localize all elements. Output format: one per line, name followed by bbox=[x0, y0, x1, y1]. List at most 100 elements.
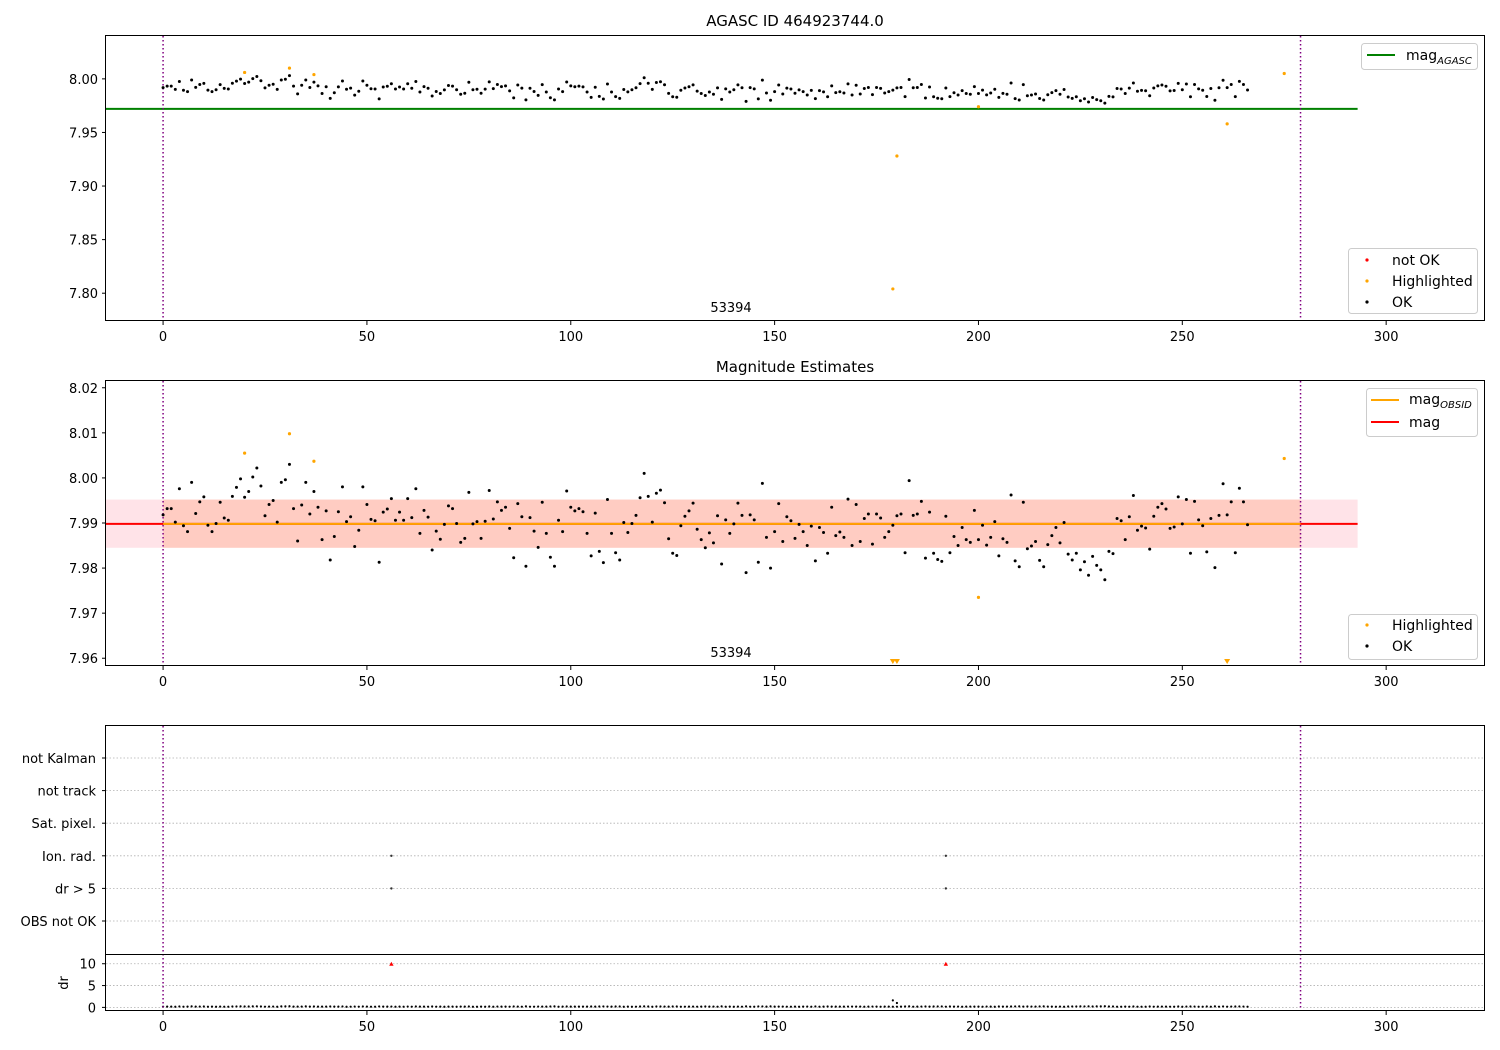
estimates-ok-point bbox=[198, 500, 202, 504]
dr-point bbox=[459, 1005, 462, 1008]
estimates-ok-point bbox=[328, 558, 332, 562]
dr-point bbox=[895, 1005, 899, 1008]
dr-point bbox=[679, 1005, 682, 1008]
dr-point bbox=[626, 1005, 629, 1008]
legend-ok-marker-2 bbox=[1365, 644, 1369, 648]
agasc-ok-point bbox=[332, 91, 336, 95]
estimates-ok-point bbox=[597, 549, 601, 553]
estimates-ok-point bbox=[683, 514, 687, 518]
dr-point bbox=[981, 1005, 984, 1008]
estimates-ok-point bbox=[1078, 568, 1082, 572]
dr-point bbox=[700, 1005, 703, 1008]
agasc-ok-point bbox=[190, 78, 194, 82]
dr-point bbox=[520, 1005, 523, 1008]
agasc-highlighted-point bbox=[976, 105, 981, 109]
offscale-marker bbox=[893, 659, 900, 664]
dr-point bbox=[235, 1005, 238, 1008]
agasc-ok-point bbox=[813, 97, 817, 101]
dr-point bbox=[1221, 1005, 1225, 1008]
estimates-ok-point bbox=[1209, 516, 1213, 520]
dr-point bbox=[924, 1005, 927, 1008]
dr-point bbox=[292, 1005, 295, 1008]
estimates-ok-point bbox=[304, 480, 308, 484]
agasc-ok-point bbox=[1193, 82, 1197, 86]
dr-point bbox=[1128, 1005, 1131, 1008]
dr-point bbox=[920, 1005, 923, 1008]
agasc-ok-point bbox=[532, 90, 536, 94]
estimates-ok-point bbox=[1058, 541, 1062, 545]
dr-point bbox=[528, 1005, 532, 1008]
estimates-ok-point bbox=[1115, 516, 1119, 520]
agasc-ok-point bbox=[471, 88, 475, 92]
dr-point bbox=[223, 1005, 226, 1008]
estimates-ok-point bbox=[614, 551, 618, 555]
agasc-ok-point bbox=[793, 91, 797, 95]
agasc-ok-point bbox=[226, 87, 230, 91]
agasc-ok-point bbox=[389, 82, 393, 86]
estimates-ok-point bbox=[1241, 500, 1245, 504]
dr-point bbox=[1201, 1005, 1204, 1008]
estimates-ok-point bbox=[524, 564, 528, 568]
dr-point bbox=[810, 1005, 813, 1008]
estimates-ok-point bbox=[479, 536, 483, 540]
dr-point bbox=[749, 1005, 752, 1008]
estimates-ok-point bbox=[605, 498, 609, 502]
estimates-ok-point bbox=[483, 519, 487, 523]
estimates-ytick-label: 7.96 bbox=[69, 652, 98, 667]
dr-point bbox=[537, 1005, 540, 1008]
estimates-ok-point bbox=[1168, 526, 1172, 530]
legend-obsid-mag-label: magOBSID bbox=[1409, 392, 1472, 411]
dr-point bbox=[569, 1005, 572, 1008]
dr-point bbox=[630, 1005, 634, 1008]
estimates-ok-point bbox=[361, 485, 365, 489]
flag-row-label: OBS not OK bbox=[21, 915, 97, 930]
agasc-ok-point bbox=[1066, 95, 1070, 99]
dr-point bbox=[740, 1005, 744, 1008]
estimates-ok-point bbox=[565, 489, 569, 493]
estimates-ok-point bbox=[976, 538, 980, 542]
estimates-ytick-label: 8.02 bbox=[69, 382, 98, 397]
dr-point bbox=[696, 1005, 699, 1008]
dr-spike-point bbox=[895, 1001, 899, 1005]
estimates-ok-point bbox=[1131, 494, 1135, 498]
dr-point bbox=[814, 1005, 817, 1008]
agasc-ok-point bbox=[785, 86, 789, 90]
estimates-ok-point bbox=[194, 512, 198, 516]
agasc-ok-point bbox=[1009, 81, 1013, 85]
dr-point bbox=[426, 1005, 430, 1008]
agasc-highlighted-point bbox=[891, 287, 895, 291]
agasc-ok-point bbox=[952, 91, 956, 95]
estimates-ok-point bbox=[259, 484, 263, 488]
agasc-ok-point bbox=[1221, 78, 1225, 82]
estimates-ok-point bbox=[459, 540, 463, 544]
dr-point bbox=[785, 1005, 788, 1008]
agasc-ok-point bbox=[654, 81, 658, 85]
agasc-ok-point bbox=[915, 85, 919, 89]
flags-xtick-label: 250 bbox=[1170, 1020, 1195, 1035]
estimates-ok-point bbox=[418, 531, 422, 535]
estimates-ok-point bbox=[1111, 552, 1115, 556]
dr-point bbox=[182, 1005, 185, 1008]
agasc-ok-point bbox=[1160, 83, 1164, 87]
agasc-ok-point bbox=[601, 97, 605, 101]
dr-point bbox=[716, 1005, 719, 1008]
agasc-ok-point bbox=[308, 85, 312, 89]
estimates-ok-point bbox=[1082, 560, 1086, 564]
agasc-ok-point bbox=[446, 84, 450, 88]
agasc-ok-point bbox=[279, 78, 283, 82]
dr-point bbox=[806, 1005, 809, 1008]
estimates-ok-point bbox=[279, 480, 283, 484]
agasc-ok-point bbox=[165, 84, 169, 88]
agasc-ok-point bbox=[548, 96, 552, 100]
agasc-ok-point bbox=[626, 90, 630, 94]
agasc-ok-point bbox=[903, 95, 907, 99]
estimates-ok-point bbox=[899, 512, 903, 516]
estimates-ok-point bbox=[165, 507, 169, 511]
agasc-ok-point bbox=[557, 87, 561, 91]
dr-point bbox=[1018, 1005, 1021, 1008]
dr-point bbox=[1107, 1005, 1111, 1008]
agasc-ok-point bbox=[577, 84, 581, 88]
estimates-ok-point bbox=[1176, 495, 1180, 499]
estimates-ok-point bbox=[703, 546, 707, 550]
agasc-ok-point bbox=[764, 91, 768, 95]
